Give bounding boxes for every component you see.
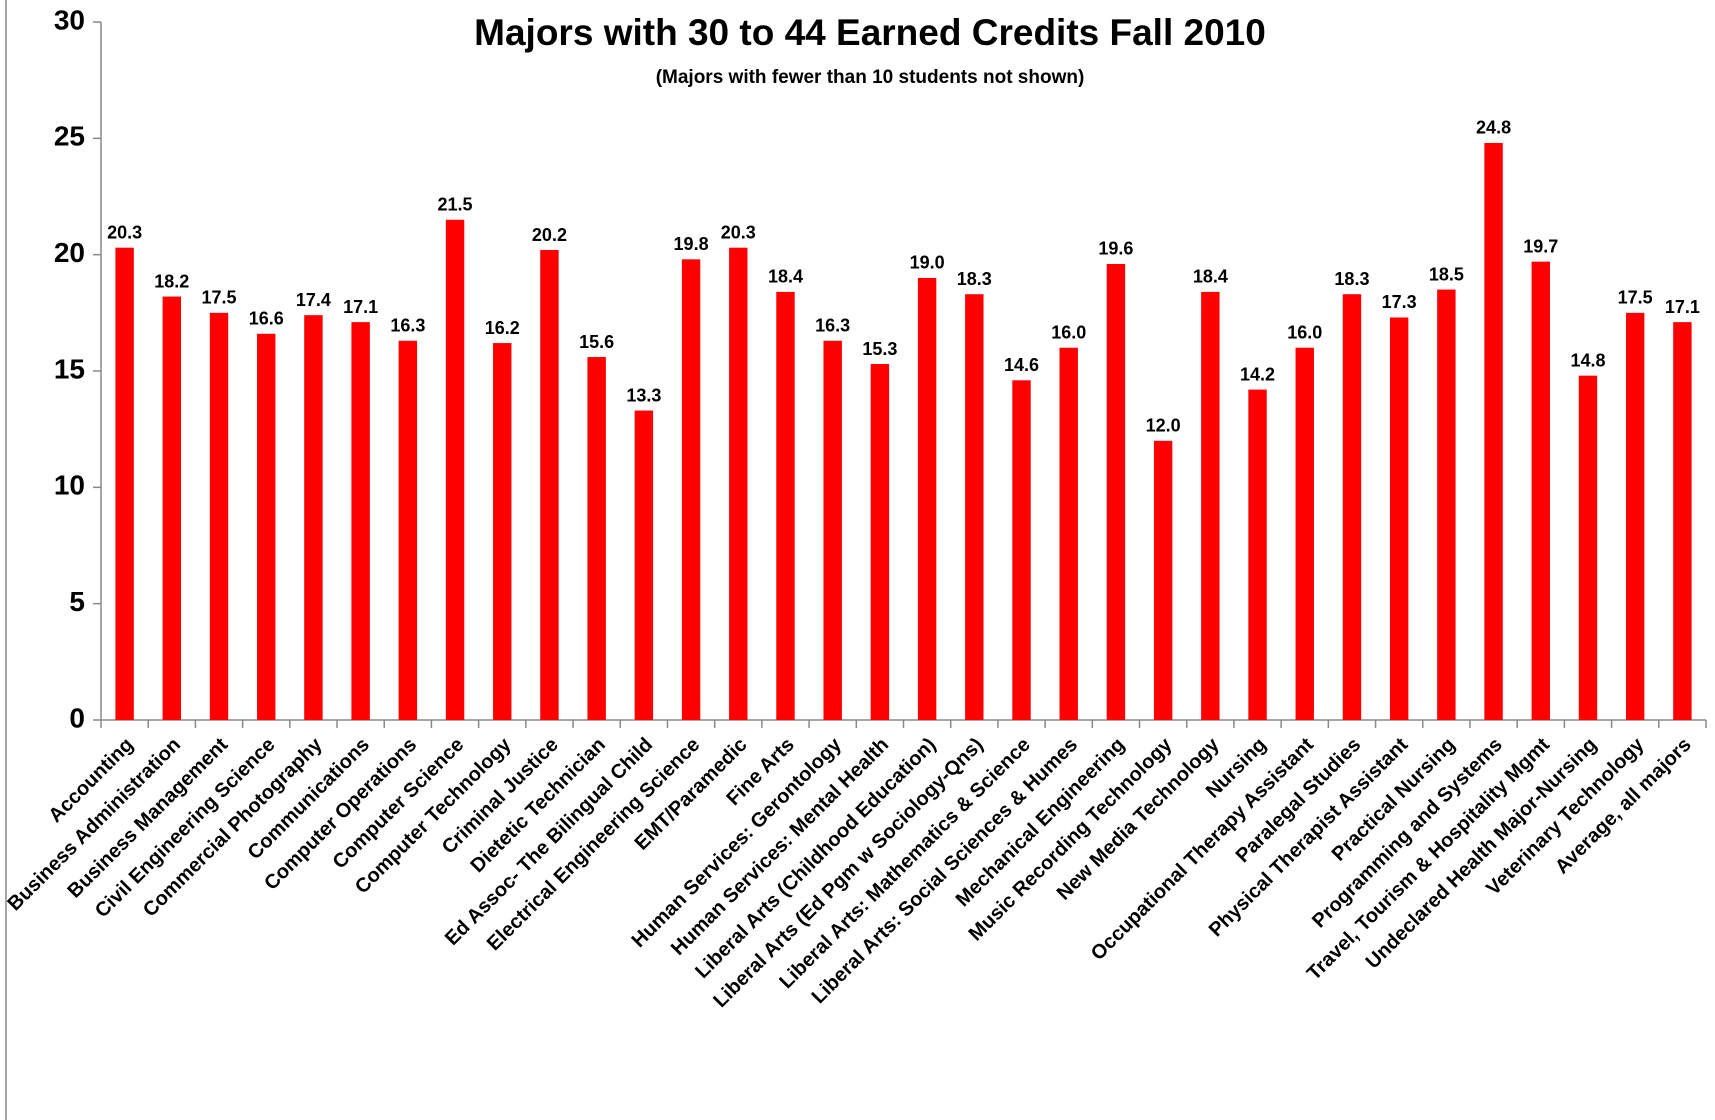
y-tick-label: 5 — [69, 586, 85, 617]
value-label: 17.5 — [1618, 288, 1653, 308]
value-label: 17.1 — [1665, 297, 1700, 317]
value-label: 18.4 — [1193, 267, 1228, 287]
value-label: 17.1 — [343, 297, 378, 317]
bar — [870, 364, 890, 720]
value-label: 18.2 — [154, 271, 189, 291]
chart-title: Majors with 30 to 44 Earned Credits Fall… — [474, 12, 1266, 53]
value-label: 16.2 — [485, 318, 520, 338]
y-tick-label: 15 — [54, 353, 85, 384]
bar — [776, 291, 795, 720]
bar — [1059, 347, 1078, 720]
value-label: 12.0 — [1146, 416, 1181, 436]
bar — [445, 219, 465, 720]
y-tick-label: 30 — [54, 4, 85, 35]
bar — [965, 294, 984, 720]
bar — [1578, 375, 1598, 720]
bar — [398, 340, 418, 720]
value-label: 19.8 — [674, 234, 709, 254]
value-label: 15.6 — [579, 332, 614, 352]
bar — [351, 322, 370, 720]
bar — [1248, 389, 1267, 720]
bar — [209, 312, 229, 720]
value-label: 14.6 — [1004, 355, 1039, 375]
bar — [1389, 317, 1409, 720]
bar — [634, 410, 654, 720]
value-label: 20.2 — [532, 225, 567, 245]
bar — [493, 343, 512, 720]
value-label: 24.8 — [1476, 118, 1511, 138]
value-label: 20.3 — [721, 222, 756, 242]
value-label: 16.3 — [815, 316, 850, 336]
chart-subtitle: (Majors with fewer than 10 students not … — [656, 67, 1085, 88]
value-label: 16.0 — [1287, 322, 1322, 342]
value-label: 19.6 — [1098, 239, 1133, 259]
y-tick-label: 0 — [69, 702, 85, 733]
value-label: 15.3 — [862, 339, 897, 359]
bar — [257, 333, 276, 720]
bar — [1295, 347, 1314, 720]
value-label: 20.3 — [107, 222, 142, 242]
bar — [162, 296, 182, 720]
bar — [115, 247, 134, 721]
bar — [823, 340, 842, 720]
value-label: 17.3 — [1382, 292, 1417, 312]
value-label: 14.2 — [1240, 364, 1275, 384]
value-label: 19.0 — [910, 253, 945, 273]
value-label: 18.3 — [1334, 269, 1369, 289]
bar — [917, 277, 937, 720]
bar — [1201, 291, 1220, 720]
bar — [1106, 263, 1126, 720]
y-tick-label: 10 — [54, 470, 85, 501]
value-label: 17.4 — [296, 290, 331, 310]
y-tick-label: 20 — [54, 237, 85, 268]
value-label: 13.3 — [626, 385, 661, 405]
value-label: 21.5 — [438, 195, 473, 215]
value-label: 17.5 — [201, 288, 236, 308]
bar — [304, 315, 323, 720]
bar — [1673, 322, 1692, 720]
bar — [540, 250, 559, 720]
value-label: 18.3 — [957, 269, 992, 289]
value-label: 18.5 — [1429, 264, 1464, 284]
bar — [1437, 289, 1456, 720]
value-label: 14.8 — [1570, 350, 1605, 370]
bar — [1625, 312, 1645, 720]
bar — [1012, 380, 1031, 720]
y-tick-label: 25 — [54, 121, 85, 152]
value-label: 16.3 — [390, 316, 425, 336]
bar — [1153, 440, 1173, 720]
value-label: 16.0 — [1051, 322, 1086, 342]
value-label: 18.4 — [768, 267, 803, 287]
bar — [729, 247, 748, 721]
bar — [587, 357, 606, 720]
bar — [681, 259, 701, 720]
bar — [1342, 294, 1362, 720]
value-label: 19.7 — [1523, 236, 1558, 256]
bar — [1531, 261, 1550, 720]
value-label: 16.6 — [249, 309, 284, 329]
bar — [1484, 142, 1503, 720]
